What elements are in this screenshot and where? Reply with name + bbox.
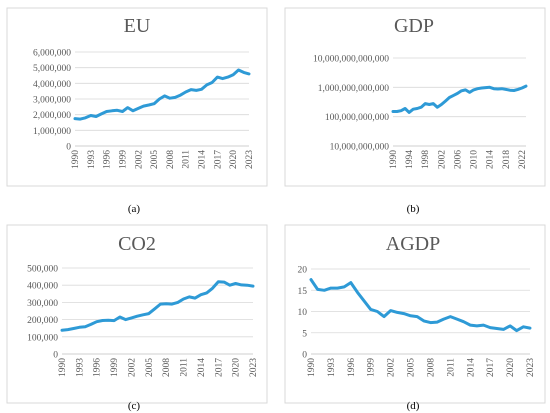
x-tick-label: 2005 xyxy=(150,150,160,169)
x-tick-label: 1990 xyxy=(58,358,68,377)
panel-frame xyxy=(284,7,546,187)
y-tick-label: 4,000,000 xyxy=(33,80,71,90)
x-tick-label: 2005 xyxy=(145,358,155,377)
x-tick-label: 2023 xyxy=(526,358,536,377)
panel-caption: (b) xyxy=(407,203,420,215)
y-tick-label: 5,000,000 xyxy=(33,64,71,74)
y-tick-label: 2,000,000 xyxy=(33,111,71,121)
x-tick-label: 2011 xyxy=(446,358,456,377)
series-line xyxy=(391,84,528,114)
panel-frame xyxy=(6,7,268,187)
x-tick-label: 2002 xyxy=(134,150,144,169)
y-tick-label: 10 xyxy=(298,308,308,318)
x-tick-label: 2018 xyxy=(502,150,512,169)
panel-frame xyxy=(6,224,268,404)
x-tick-label: 1990 xyxy=(307,358,317,377)
x-tick-label: 2014 xyxy=(486,150,496,169)
x-tick-label: 2011 xyxy=(180,358,190,377)
x-tick-label: 2010 xyxy=(470,150,480,169)
x-tick-label: 2023 xyxy=(249,358,259,377)
chart-title: EU xyxy=(124,15,151,37)
y-tick-label: 200,000 xyxy=(27,316,58,326)
x-tick-label: 1996 xyxy=(103,150,113,169)
x-tick-label: 1998 xyxy=(421,150,431,169)
x-tick-label: 1990 xyxy=(389,150,399,169)
x-tick-label: 2017 xyxy=(213,150,223,169)
x-tick-label: 2008 xyxy=(426,358,436,377)
y-tick-label: 500,000 xyxy=(27,265,58,275)
y-tick-label: 0 xyxy=(66,143,71,153)
x-tick-label: 2022 xyxy=(518,150,528,169)
y-tick-label: 6,000,000 xyxy=(33,49,71,59)
y-tick-label: 15 xyxy=(298,287,308,297)
y-tick-label: 0 xyxy=(302,351,307,361)
y-tick-label: 400,000 xyxy=(27,282,58,292)
chart-panel-4: AGDP 0 5 10 15 20 1990 1993 1996 1999 2002 2005 2008… xyxy=(284,224,546,412)
y-tick-label: 20 xyxy=(298,266,308,276)
chart-title: GDP xyxy=(394,15,434,37)
x-tick-label: 2017 xyxy=(214,358,224,377)
x-tick-label: 2014 xyxy=(198,150,208,169)
x-tick-label: 1993 xyxy=(327,358,337,377)
x-tick-label: 1994 xyxy=(405,150,415,169)
chart-panel-3: CO2 0 100,000 200,000 300,000 400,000 500,000 1… xyxy=(6,224,268,412)
panel-frame xyxy=(284,224,546,404)
x-tick-label: 2014 xyxy=(466,358,476,377)
y-tick-label: 5 xyxy=(302,329,307,339)
x-tick-label: 1999 xyxy=(367,358,377,377)
x-tick-label: 1993 xyxy=(87,150,97,169)
x-tick-label: 1993 xyxy=(75,358,85,377)
y-tick-label: 3,000,000 xyxy=(33,96,71,106)
x-tick-label: 2017 xyxy=(486,358,496,377)
y-tick-label: 1,000,000,000,000 xyxy=(318,84,390,94)
x-tick-label: 2005 xyxy=(407,358,417,377)
series-line xyxy=(309,278,532,333)
x-tick-label: 2020 xyxy=(229,150,239,169)
chart-panel-1: EU 0 1,000,000 2,000,000 3,000,000 4,000,000 5… xyxy=(6,7,268,215)
x-tick-label: 2008 xyxy=(166,150,176,169)
x-tick-label: 2006 xyxy=(453,150,463,169)
chart-panel-2: GDP 10,000,000,000 100,000,000,000 1,000,00… xyxy=(284,7,546,215)
y-tick-label: 100,000,000,000 xyxy=(325,113,389,123)
x-tick-label: 1999 xyxy=(118,150,128,169)
y-tick-label: 1,000,000 xyxy=(33,127,71,137)
x-tick-label: 1996 xyxy=(93,358,103,377)
x-tick-label: 2002 xyxy=(437,150,447,169)
y-tick-label: 10,000,000,000,000 xyxy=(313,55,389,65)
series-line xyxy=(60,280,255,332)
panel-caption: (a) xyxy=(128,203,141,215)
panel-caption: (d) xyxy=(407,400,420,412)
x-tick-label: 2011 xyxy=(182,150,192,169)
x-tick-label: 2020 xyxy=(506,358,516,377)
x-tick-label: 2002 xyxy=(127,358,137,377)
x-tick-label: 1996 xyxy=(347,358,357,377)
chart-title: CO2 xyxy=(118,233,156,255)
y-tick-label: 0 xyxy=(53,351,58,361)
x-tick-label: 2002 xyxy=(387,358,397,377)
chart-title: AGDP xyxy=(386,233,440,255)
series-line xyxy=(73,68,251,121)
x-tick-label: 1999 xyxy=(110,358,120,377)
panel-caption: (c) xyxy=(128,400,141,412)
x-tick-label: 2008 xyxy=(162,358,172,377)
x-tick-label: 2014 xyxy=(197,358,207,377)
y-tick-label: 10,000,000,000 xyxy=(330,143,390,153)
y-tick-label: 100,000 xyxy=(27,333,58,343)
y-tick-label: 300,000 xyxy=(27,299,58,309)
x-tick-label: 2020 xyxy=(232,358,242,377)
x-tick-label: 2023 xyxy=(245,150,255,169)
x-tick-label: 1990 xyxy=(71,150,81,169)
